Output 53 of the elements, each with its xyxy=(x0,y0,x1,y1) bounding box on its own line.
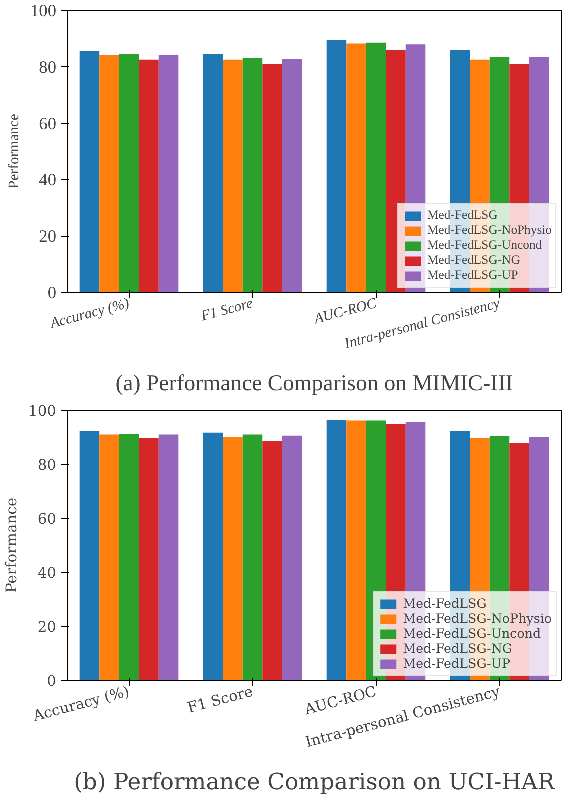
y-axis-title: Performance xyxy=(4,498,21,594)
bar xyxy=(158,55,179,292)
y-tick-label: 80 xyxy=(39,58,56,77)
legend-label: Med-FedLSG-Uncond xyxy=(428,238,542,253)
y-tick-label: 60 xyxy=(39,114,56,134)
y-tick-label: 0 xyxy=(48,284,57,302)
y-tick-label: 0 xyxy=(47,673,57,690)
bar xyxy=(80,432,100,680)
bar xyxy=(223,60,243,292)
y-tick-label: 80 xyxy=(38,457,57,474)
bar xyxy=(80,51,100,292)
bar xyxy=(326,420,347,680)
bar xyxy=(242,58,263,292)
bar xyxy=(346,420,366,680)
legend-label: Med-FedLSG-NG xyxy=(428,253,520,268)
y-tick-label: 20 xyxy=(38,619,57,636)
legend-label: Med-FedLSG-Uncond xyxy=(403,626,542,641)
bar xyxy=(119,54,140,292)
text: (b) Performance Comparison on UCI-HAR xyxy=(74,770,556,796)
legend-label: Med-FedLSG-NoPhysio xyxy=(403,611,552,626)
bar xyxy=(262,441,282,680)
legend-label: Med-FedLSG-UP xyxy=(403,656,510,671)
bar xyxy=(262,64,282,292)
legend-label: Med-FedLSG-UP xyxy=(428,268,518,283)
x-tick-label: F1 Score xyxy=(186,683,255,717)
bar xyxy=(346,44,366,292)
bar xyxy=(203,54,224,292)
legend-label: Med-FedLSG-NoPhysio xyxy=(428,223,552,238)
legend-label: Med-FedLSG xyxy=(428,208,498,223)
text: (a) Performance Comparison on MIMIC-III xyxy=(116,370,514,396)
y-tick-label: 40 xyxy=(39,170,56,190)
y-tick-label: 100 xyxy=(30,2,57,20)
bar xyxy=(139,60,159,292)
bar xyxy=(223,436,243,680)
bar xyxy=(139,438,159,680)
bar xyxy=(242,434,263,680)
y-tick-label: 100 xyxy=(28,403,57,420)
y-axis-title: Performance xyxy=(6,114,23,189)
legend-label: Med-FedLSG xyxy=(403,596,487,611)
bar xyxy=(203,432,224,680)
y-tick-label: 60 xyxy=(38,511,57,528)
bar xyxy=(366,42,386,292)
bar xyxy=(282,59,302,292)
bar xyxy=(100,434,120,680)
bar xyxy=(158,434,179,680)
y-tick-label: 40 xyxy=(38,565,57,582)
x-tick-label: F1 Score xyxy=(198,296,256,326)
bar xyxy=(326,40,347,292)
bar xyxy=(119,434,140,680)
y-tick-label: 20 xyxy=(39,227,56,246)
legend-label: Med-FedLSG-NG xyxy=(403,641,512,656)
bar xyxy=(100,55,120,292)
bar xyxy=(282,436,302,680)
